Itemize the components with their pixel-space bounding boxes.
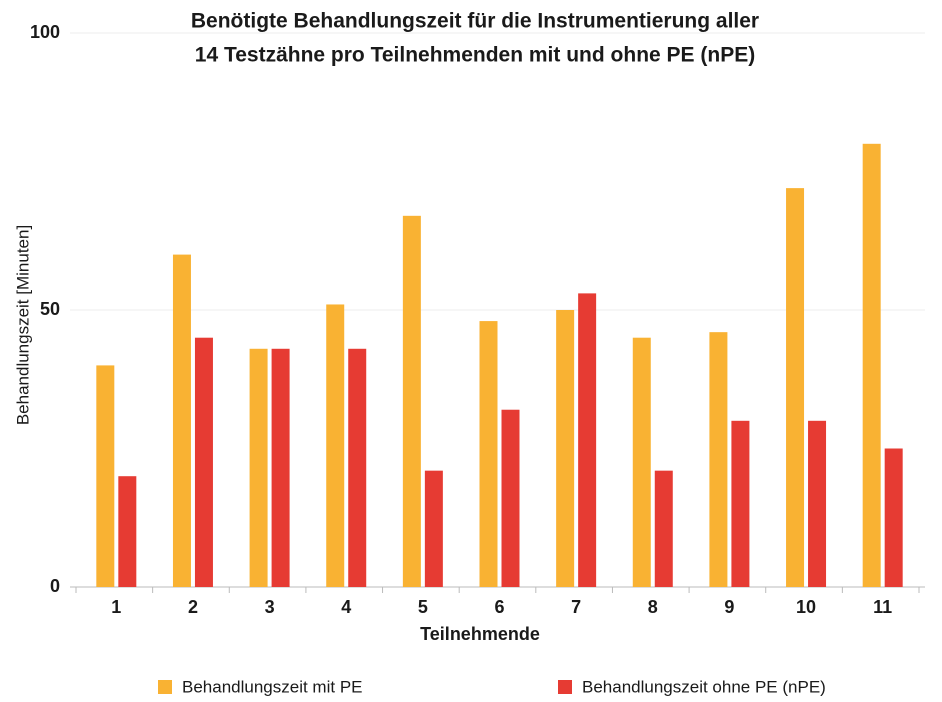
legend-swatch: [158, 680, 172, 694]
chart-title: 14 Testzähne pro Teilnehmenden mit und o…: [195, 44, 755, 67]
bar: [348, 348, 367, 587]
x-tick-label: 7: [571, 597, 581, 617]
x-tick-label: 8: [648, 597, 658, 617]
bar: [556, 310, 575, 587]
bar: [326, 304, 345, 587]
legend-swatch: [558, 680, 572, 694]
bar: [479, 321, 498, 587]
bar: [862, 143, 881, 588]
bar: [786, 188, 805, 587]
legend-label: Behandlungszeit mit PE: [182, 677, 363, 696]
bar: [632, 337, 651, 587]
bar: [271, 348, 290, 587]
bar: [118, 476, 137, 587]
bar: [709, 332, 728, 587]
bar: [96, 365, 115, 587]
bar: [172, 254, 191, 587]
x-tick-label: 3: [265, 597, 275, 617]
x-tick-label: 2: [188, 597, 198, 617]
x-tick-label: 11: [873, 597, 892, 617]
chart-title: Benötigte Behandlungszeit für die Instru…: [191, 10, 759, 33]
bar: [654, 470, 673, 587]
y-tick-label: 100: [30, 22, 60, 42]
y-tick-label: 0: [50, 576, 60, 596]
bar: [194, 337, 213, 587]
x-tick-label: 9: [724, 597, 734, 617]
x-tick-label: 10: [796, 597, 816, 617]
bar: [501, 409, 520, 587]
x-tick-label: 6: [494, 597, 504, 617]
bar: [731, 420, 750, 587]
y-axis-label: Behandlungszeit [Minuten]: [13, 225, 32, 425]
bar: [884, 448, 903, 587]
y-tick-label: 50: [40, 299, 60, 319]
bar: [424, 470, 443, 587]
bar: [578, 293, 597, 587]
bar: [249, 348, 268, 587]
legend-label: Behandlungszeit ohne PE (nPE): [582, 677, 826, 696]
x-tick-label: 4: [341, 597, 351, 617]
x-tick-label: 5: [418, 597, 428, 617]
bar: [402, 215, 421, 587]
x-axis-label: Teilnehmende: [420, 624, 540, 644]
bar: [808, 420, 827, 587]
x-tick-label: 1: [111, 597, 121, 617]
